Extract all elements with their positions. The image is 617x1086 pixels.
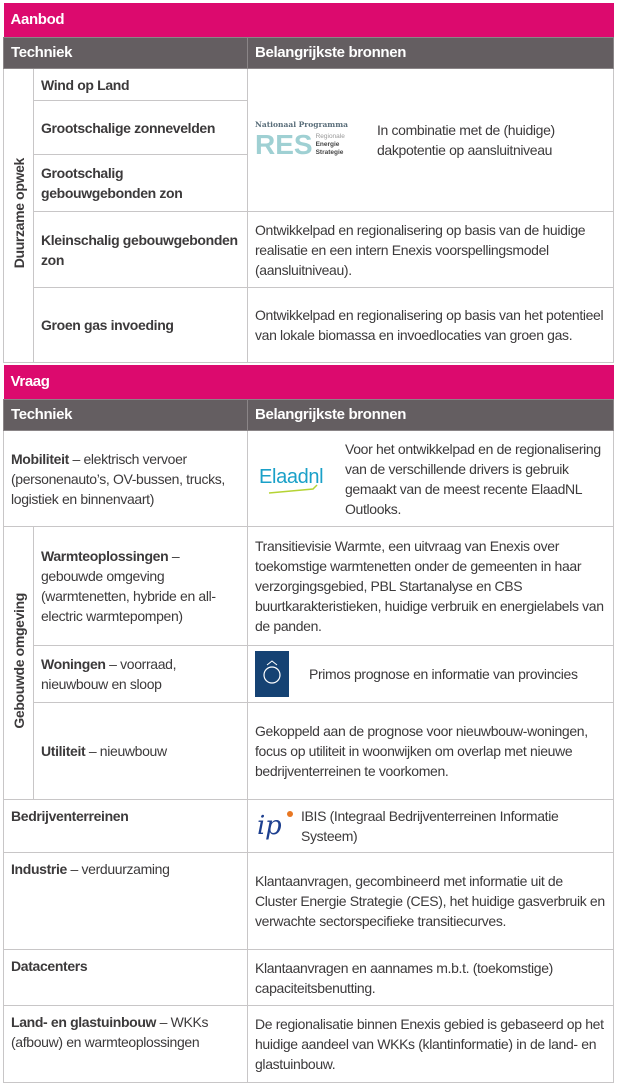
- bron-cell: Primos prognose en informatie van provin…: [247, 645, 614, 703]
- techniek-cell: Grootschalig gebouwgebonden zon: [33, 154, 248, 212]
- aanbod-table: Aanbod Techniek Belangrijkste bronnen Duu…: [3, 3, 614, 363]
- bron-cell: ip IBIS (Integraal Bedrijventerreinen In…: [247, 799, 614, 853]
- col-header-bronnen: Belangrijkste bronnen: [247, 37, 614, 69]
- vraag-table: Vraag Techniek Belangrijkste bronnen Mobi…: [3, 365, 614, 1083]
- techniek-cell: Groen gas invoeding: [33, 287, 248, 363]
- res-logo-top: Nationaal Programma: [255, 120, 349, 129]
- bron-cell: Klantaanvragen, gecombineerd met informa…: [247, 852, 614, 950]
- bron-cell: De regionalisatie binnen Enexis gebied i…: [247, 1005, 614, 1083]
- bron-cell: Ontwikkelpad en regionalisering op basis…: [247, 211, 614, 288]
- ibis-logo: ip: [257, 811, 293, 841]
- techniek-cell: Utiliteit – nieuwbouw: [33, 702, 248, 800]
- bron-cell: Ontwikkelpad en regionalisering op basis…: [247, 287, 614, 363]
- res-logo: Nationaal Programma RES Regionale Energi…: [255, 120, 367, 160]
- techniek-cell: Bedrijventerreinen: [3, 799, 248, 853]
- techniek-cell: Grootschalige zonnevelden: [33, 100, 248, 155]
- rijksoverheid-logo: [255, 651, 289, 697]
- col-header-techniek: Techniek: [3, 399, 248, 431]
- bron-cell: Gekoppeld aan de prognose voor nieuwbouw…: [247, 702, 614, 800]
- bron-cell: Transitievisie Warmte, een uitvraag van …: [247, 526, 614, 646]
- col-header-bronnen: Belangrijkste bronnen: [247, 399, 614, 431]
- bron-cell-res: Nationaal Programma RES Regionale Energi…: [247, 68, 614, 212]
- group-label-duurzame-opwek: Duurzame opwek: [3, 68, 34, 363]
- techniek-cell: Industrie – verduurzaming: [3, 852, 248, 950]
- col-header-techniek: Techniek: [3, 37, 248, 69]
- sources-table: Aanbod Techniek Belangrijkste bronnen Duu…: [3, 3, 614, 1083]
- svg-text:ip: ip: [257, 811, 282, 841]
- res-logo-line: Energie: [315, 141, 340, 148]
- techniek-cell: Wind op Land: [33, 68, 248, 101]
- techniek-cell: Warmteoplossingen – gebouwde omgeving (w…: [33, 526, 248, 646]
- bron-cell: Klantaanvragen en aannames m.b.t. (toeko…: [247, 949, 614, 1006]
- group-label-gebouwde-omgeving: Gebouwde omgeving: [3, 526, 34, 800]
- res-logo-line: Strategie: [315, 149, 344, 156]
- res-logo-line: Regionale: [315, 133, 345, 140]
- bron-cell: Elaadnl Voor het ontwikkelpad en de regi…: [247, 430, 614, 527]
- techniek-cell: Woningen – voorraad, nieuwbouw en sloop: [33, 645, 248, 703]
- techniek-cell: Kleinschalig gebouwgebonden zon: [33, 211, 248, 288]
- elaadnl-logo: Elaadnl: [259, 466, 324, 494]
- res-logo-main: RES: [255, 129, 313, 160]
- techniek-cell: Land- en glastuinbouw – WKKs (afbouw) en…: [3, 1005, 248, 1083]
- svg-text:Elaadnl: Elaadnl: [259, 466, 323, 488]
- techniek-cell: Datacenters: [3, 949, 248, 1006]
- bron-text: In combinatie met de (huidige) dakpotent…: [377, 122, 555, 158]
- section-title-aanbod: Aanbod: [3, 3, 614, 38]
- section-title-vraag: Vraag: [3, 365, 614, 400]
- techniek-cell: Mobiliteit – elektrisch vervoer (persone…: [3, 430, 248, 527]
